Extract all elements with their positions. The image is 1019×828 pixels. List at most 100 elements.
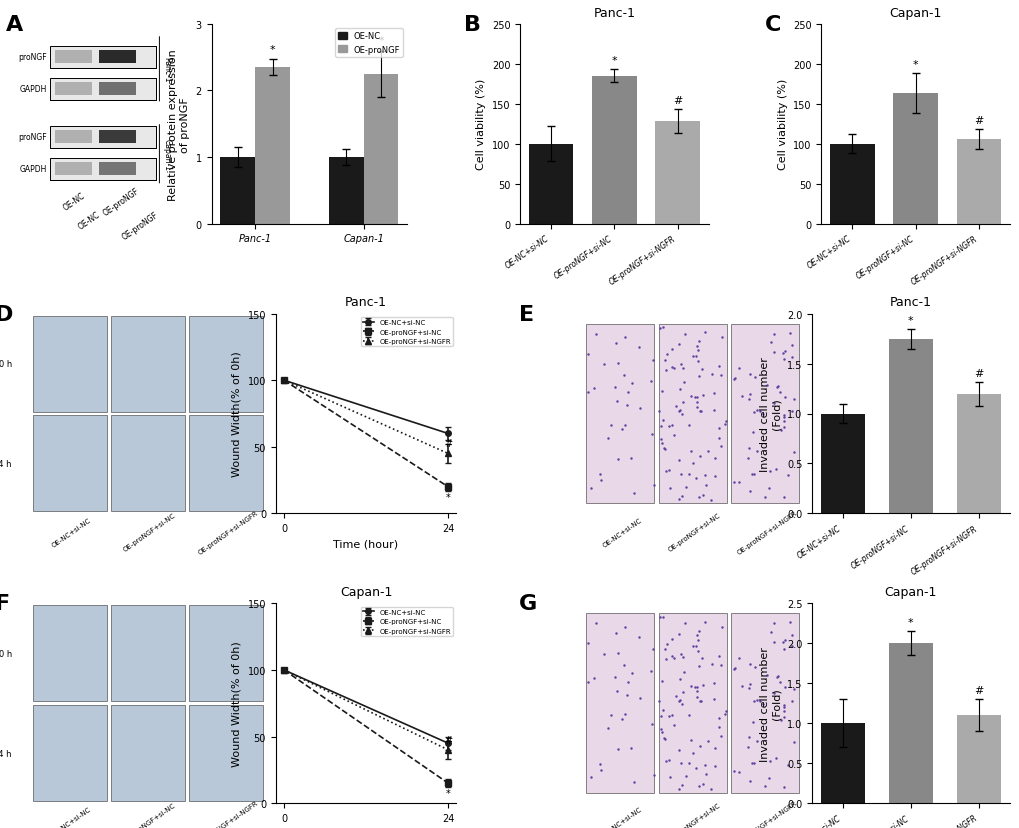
Y-axis label: Relative protein expression
of proNGF: Relative protein expression of proNGF	[168, 49, 190, 200]
Text: OE-proNGF+si-NC: OE-proNGF+si-NC	[122, 802, 176, 828]
Bar	[220, 158, 255, 224]
Text: proNGF: proNGF	[18, 133, 47, 142]
Bar	[111, 705, 184, 802]
Text: OE-proNGF+si-NC: OE-proNGF+si-NC	[666, 802, 721, 828]
Text: F: F	[0, 594, 10, 614]
Text: OE-proNGF+si-NGFR: OE-proNGF+si-NGFR	[197, 799, 259, 828]
Text: 24 h: 24 h	[0, 749, 12, 758]
Bar	[99, 83, 136, 96]
Title: Panc-1: Panc-1	[889, 296, 931, 309]
Bar	[33, 416, 106, 512]
Bar	[55, 51, 92, 65]
Text: Panc-1: Panc-1	[162, 57, 171, 83]
Text: A: A	[6, 15, 23, 35]
Text: OE-proNGF+si-NC: OE-proNGF+si-NC	[666, 512, 721, 552]
Text: *: *	[907, 618, 913, 628]
Text: *: *	[269, 45, 275, 55]
Text: OE-NC: OE-NC	[76, 210, 101, 232]
Bar	[328, 158, 363, 224]
Text: #: #	[973, 368, 982, 378]
Text: *: *	[611, 56, 616, 66]
Legend: OE-NC, OE-proNGF: OE-NC, OE-proNGF	[334, 29, 403, 58]
Text: *: *	[912, 60, 917, 70]
Bar	[111, 416, 184, 512]
Bar	[50, 79, 156, 101]
Bar	[99, 163, 136, 176]
Text: OE-NC+si-NC: OE-NC+si-NC	[601, 806, 642, 828]
Bar	[111, 316, 184, 412]
Text: C: C	[764, 15, 781, 35]
Bar	[50, 127, 156, 148]
Y-axis label: Invaded cell number
(Fold): Invaded cell number (Fold)	[759, 357, 781, 471]
Bar	[111, 605, 184, 701]
Bar	[50, 79, 156, 101]
Bar	[55, 83, 92, 96]
Text: 0 h: 0 h	[0, 649, 12, 658]
Bar	[829, 145, 873, 224]
Bar	[55, 131, 92, 144]
Text: OE-proNGF+si-NGFR: OE-proNGF+si-NGFR	[197, 509, 259, 556]
Text: *: *	[445, 788, 450, 798]
Title: Capan-1: Capan-1	[889, 7, 941, 20]
Text: #: #	[673, 96, 682, 106]
Bar	[591, 77, 636, 224]
Text: E: E	[519, 304, 533, 325]
Y-axis label: Invaded cell number
(Fold): Invaded cell number (Fold)	[759, 646, 781, 761]
Text: *: *	[378, 36, 383, 46]
Y-axis label: Cell viability (%): Cell viability (%)	[776, 79, 787, 171]
Bar	[50, 158, 156, 181]
Bar	[99, 131, 136, 144]
Bar	[820, 414, 864, 514]
Text: *: *	[445, 493, 450, 503]
Legend: OE-NC+si-NC, OE-proNGF+si-NC, OE-proNGF+si-NGFR: OE-NC+si-NC, OE-proNGF+si-NC, OE-proNGF+…	[361, 607, 452, 636]
Bar	[99, 51, 136, 65]
Text: *: *	[907, 315, 913, 325]
Bar	[363, 75, 398, 224]
Text: OE-NC+si-NC: OE-NC+si-NC	[601, 517, 642, 548]
Legend: OE-NC+si-NC, OE-proNGF+si-NC, OE-proNGF+si-NGFR: OE-NC+si-NC, OE-proNGF+si-NC, OE-proNGF+…	[361, 318, 452, 347]
Text: OE-proNGF+si-NGFR: OE-proNGF+si-NGFR	[736, 799, 797, 828]
Bar	[956, 140, 1001, 224]
Text: D: D	[0, 304, 13, 325]
Bar	[190, 416, 263, 512]
Bar	[50, 127, 156, 148]
Text: OE-proNGF: OE-proNGF	[102, 186, 142, 218]
Text: OE-NC+si-NC: OE-NC+si-NC	[51, 806, 92, 828]
Text: proNGF: proNGF	[18, 53, 47, 62]
Text: B: B	[464, 15, 480, 35]
Y-axis label: Wound Width(% of 0h): Wound Width(% of 0h)	[231, 641, 242, 766]
Bar	[50, 47, 156, 69]
Bar	[50, 127, 156, 148]
X-axis label: Time (hour): Time (hour)	[333, 539, 398, 549]
Bar	[255, 68, 289, 224]
Title: Capan-1: Capan-1	[339, 585, 392, 599]
Y-axis label: Wound Width(% of 0h): Wound Width(% of 0h)	[231, 351, 242, 477]
Text: 0 h: 0 h	[0, 359, 12, 368]
Bar	[893, 94, 937, 224]
Bar	[50, 158, 156, 181]
Bar	[33, 316, 106, 412]
Bar	[956, 394, 1000, 514]
Bar	[655, 123, 699, 224]
Text: OE-proNGF+si-NC: OE-proNGF+si-NC	[122, 512, 176, 552]
Bar	[55, 163, 92, 176]
Bar	[50, 47, 156, 69]
Title: Capan-1: Capan-1	[883, 585, 936, 599]
Bar	[33, 705, 106, 802]
Text: G: G	[519, 594, 537, 614]
Bar	[50, 47, 156, 69]
Text: OE-NC: OE-NC	[61, 191, 87, 213]
Text: OE-NC+si-NC: OE-NC+si-NC	[51, 517, 92, 548]
Title: Panc-1: Panc-1	[344, 296, 386, 309]
Text: #: #	[973, 686, 982, 696]
Bar	[190, 316, 263, 412]
Text: #: #	[443, 439, 451, 449]
Bar	[33, 605, 106, 701]
Y-axis label: Cell viability (%): Cell viability (%)	[476, 79, 486, 171]
Bar	[190, 705, 263, 802]
Bar	[820, 724, 864, 803]
Bar	[50, 158, 156, 181]
Text: OE-proNGF+si-NGFR: OE-proNGF+si-NGFR	[736, 509, 797, 556]
Text: OE-proNGF: OE-proNGF	[120, 210, 160, 242]
Text: #: #	[973, 116, 982, 126]
